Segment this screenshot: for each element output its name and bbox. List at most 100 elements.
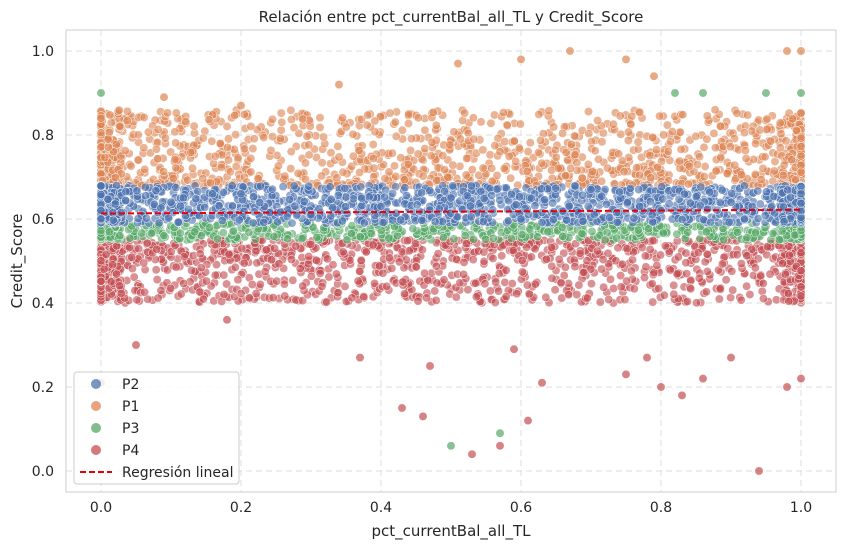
point-p1 (516, 54, 526, 64)
point-p2 (612, 217, 622, 227)
point-p4 (196, 263, 206, 273)
point-p4 (595, 297, 605, 307)
point-p3 (213, 234, 223, 244)
point-p1 (506, 173, 516, 183)
point-p4 (570, 262, 580, 272)
point-p1 (315, 123, 325, 132)
point-p4 (295, 264, 305, 274)
point-p1 (431, 120, 441, 130)
point-p1 (666, 136, 675, 146)
point-p3 (558, 231, 568, 241)
point-p4 (398, 277, 408, 287)
point-p4 (411, 262, 421, 272)
point-p1 (120, 146, 130, 156)
point-p4 (463, 285, 473, 295)
point-p2 (248, 218, 258, 228)
point-p1 (775, 143, 785, 153)
point-p1 (390, 117, 400, 127)
point-p4 (742, 251, 752, 261)
point-p1 (413, 149, 423, 159)
point-p1 (198, 133, 208, 143)
point-p1 (334, 80, 344, 90)
point-p1 (623, 136, 633, 145)
point-p1 (490, 141, 500, 151)
point-p1 (587, 167, 597, 177)
point-p1 (732, 108, 742, 118)
point-p3 (698, 88, 708, 98)
point-p3 (517, 230, 527, 239)
point-p4 (526, 252, 536, 262)
point-p2 (340, 183, 350, 193)
point-p4 (622, 244, 632, 254)
point-p1 (286, 147, 296, 157)
point-p1 (762, 114, 772, 124)
point-p4 (219, 290, 229, 299)
point-p4 (750, 263, 760, 273)
point-p1 (233, 153, 243, 163)
point-p1 (294, 128, 304, 138)
point-p2 (171, 183, 181, 193)
point-p1 (115, 121, 125, 131)
point-p1 (736, 170, 746, 180)
point-p2 (753, 186, 763, 196)
point-p1 (153, 154, 163, 164)
point-p1 (549, 122, 559, 132)
point-p4 (298, 281, 308, 291)
point-p1 (122, 116, 132, 126)
point-p3 (533, 232, 542, 242)
point-p4 (274, 259, 284, 269)
point-p4 (784, 250, 794, 260)
point-p1 (249, 134, 259, 144)
point-p3 (761, 88, 771, 98)
point-p4 (347, 293, 357, 303)
point-p1 (168, 173, 178, 183)
point-p1 (207, 136, 217, 146)
point-p1 (407, 134, 416, 144)
point-p4 (598, 255, 608, 264)
point-p4 (201, 276, 211, 286)
point-p2 (715, 198, 725, 207)
point-p4 (451, 292, 461, 302)
point-p1 (678, 110, 688, 120)
point-p4 (669, 289, 679, 299)
point-p2 (760, 211, 770, 221)
point-p3 (125, 233, 135, 243)
point-p4 (361, 247, 371, 257)
point-p1 (646, 173, 656, 183)
point-p3 (683, 227, 693, 237)
point-p3 (384, 233, 394, 243)
point-p4 (322, 297, 332, 307)
point-p4 (617, 259, 627, 269)
point-p4 (176, 289, 186, 299)
point-p1 (432, 175, 442, 185)
point-p4 (759, 294, 768, 304)
point-p4 (717, 259, 727, 269)
point-p1 (224, 134, 233, 144)
point-p2 (696, 182, 706, 192)
point-p4 (756, 271, 766, 281)
point-p1 (181, 117, 191, 126)
series-p1 (96, 46, 806, 190)
point-p4 (796, 248, 806, 258)
point-p2 (289, 181, 299, 191)
point-p4 (745, 290, 755, 299)
point-p1 (440, 165, 450, 175)
point-p1 (159, 167, 168, 177)
point-p3 (159, 231, 169, 241)
point-p4 (796, 291, 806, 301)
point-p1 (126, 161, 136, 171)
point-p4 (682, 269, 692, 279)
point-p1 (468, 113, 478, 123)
point-p1 (740, 146, 750, 156)
point-p1 (106, 118, 116, 128)
point-p4 (736, 295, 746, 305)
point-p4 (224, 250, 234, 259)
point-p1 (762, 124, 772, 134)
point-p3 (347, 229, 356, 238)
point-p4 (488, 253, 498, 263)
point-p1 (420, 125, 430, 135)
point-p1 (730, 160, 740, 170)
point-p1 (171, 138, 181, 148)
point-p3 (525, 224, 535, 234)
point-p4 (490, 298, 500, 307)
